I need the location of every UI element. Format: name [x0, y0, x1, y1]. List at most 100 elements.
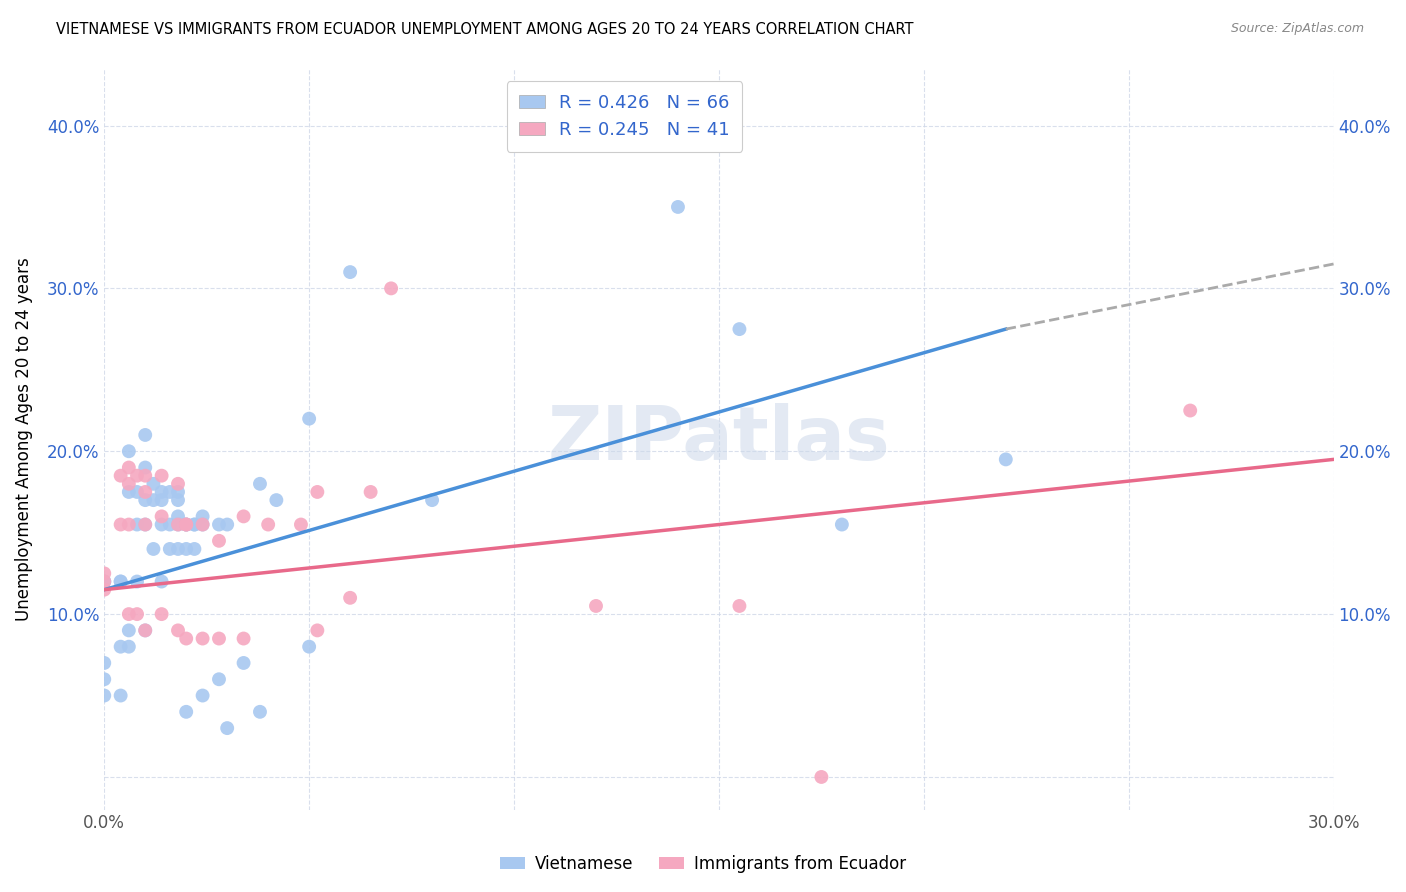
Point: [142, 541, 165, 556]
Point: [134, 485, 156, 500]
Point: [831, 517, 853, 532]
Y-axis label: Unemployment Among Ages 20 to 24 years: Unemployment Among Ages 20 to 24 years: [15, 257, 32, 621]
Legend: Vietnamese, Immigrants from Ecuador: Vietnamese, Immigrants from Ecuador: [494, 848, 912, 880]
Point: [134, 624, 156, 638]
Point: [125, 468, 148, 483]
Point: [125, 607, 148, 621]
Point: [110, 640, 132, 654]
Text: VIETNAMESE VS IMMIGRANTS FROM ECUADOR UNEMPLOYMENT AMONG AGES 20 TO 24 YEARS COR: VIETNAMESE VS IMMIGRANTS FROM ECUADOR UN…: [56, 22, 914, 37]
Point: [174, 517, 197, 532]
Point: [183, 541, 205, 556]
Point: [217, 721, 239, 735]
Point: [150, 493, 173, 508]
Point: [159, 485, 181, 500]
Point: [134, 468, 156, 483]
Point: [307, 624, 329, 638]
Point: [208, 672, 231, 686]
Point: [298, 640, 321, 654]
Point: [125, 485, 148, 500]
Point: [249, 705, 271, 719]
Point: [339, 591, 361, 605]
Point: [167, 485, 190, 500]
Point: [360, 485, 382, 500]
Point: [118, 460, 141, 475]
Point: [232, 509, 254, 524]
Point: [110, 517, 132, 532]
Point: [134, 460, 156, 475]
Point: [134, 493, 156, 508]
Point: [167, 624, 190, 638]
Point: [174, 541, 197, 556]
Point: [93, 689, 115, 703]
Point: [380, 281, 402, 295]
Point: [125, 574, 148, 589]
Point: [208, 632, 231, 646]
Point: [420, 493, 443, 508]
Point: [118, 607, 141, 621]
Point: [142, 476, 165, 491]
Text: Source: ZipAtlas.com: Source: ZipAtlas.com: [1230, 22, 1364, 36]
Point: [994, 452, 1017, 467]
Point: [339, 265, 361, 279]
Point: [167, 517, 190, 532]
Point: [93, 656, 115, 670]
Point: [134, 428, 156, 442]
Point: [1180, 403, 1202, 417]
Point: [150, 607, 173, 621]
Point: [93, 574, 115, 589]
Point: [118, 624, 141, 638]
Point: [150, 574, 173, 589]
Point: [208, 517, 231, 532]
Point: [191, 517, 214, 532]
Point: [93, 574, 115, 589]
Point: [191, 632, 214, 646]
Point: [118, 485, 141, 500]
Point: [159, 517, 181, 532]
Point: [93, 582, 115, 597]
Point: [183, 517, 205, 532]
Point: [110, 574, 132, 589]
Point: [167, 517, 190, 532]
Point: [217, 517, 239, 532]
Text: ZIPatlas: ZIPatlas: [547, 402, 890, 475]
Point: [810, 770, 832, 784]
Point: [208, 533, 231, 548]
Point: [266, 493, 288, 508]
Point: [298, 411, 321, 425]
Point: [150, 485, 173, 500]
Point: [174, 517, 197, 532]
Point: [93, 672, 115, 686]
Point: [585, 599, 607, 613]
Point: [93, 566, 115, 581]
Point: [174, 705, 197, 719]
Point: [134, 624, 156, 638]
Point: [191, 689, 214, 703]
Point: [118, 517, 141, 532]
Point: [110, 468, 132, 483]
Point: [249, 476, 271, 491]
Point: [183, 517, 205, 532]
Point: [666, 200, 689, 214]
Point: [110, 574, 132, 589]
Point: [167, 509, 190, 524]
Point: [167, 476, 190, 491]
Point: [232, 632, 254, 646]
Point: [174, 632, 197, 646]
Point: [174, 517, 197, 532]
Legend: R = 0.426   N = 66, R = 0.245   N = 41: R = 0.426 N = 66, R = 0.245 N = 41: [506, 81, 742, 152]
Point: [728, 599, 751, 613]
Point: [167, 493, 190, 508]
Point: [118, 476, 141, 491]
Point: [290, 517, 312, 532]
Point: [191, 509, 214, 524]
Point: [150, 517, 173, 532]
Point: [191, 517, 214, 532]
Point: [159, 541, 181, 556]
Point: [150, 468, 173, 483]
Point: [118, 640, 141, 654]
Point: [125, 517, 148, 532]
Point: [150, 509, 173, 524]
Point: [728, 322, 751, 336]
Point: [257, 517, 280, 532]
Point: [307, 485, 329, 500]
